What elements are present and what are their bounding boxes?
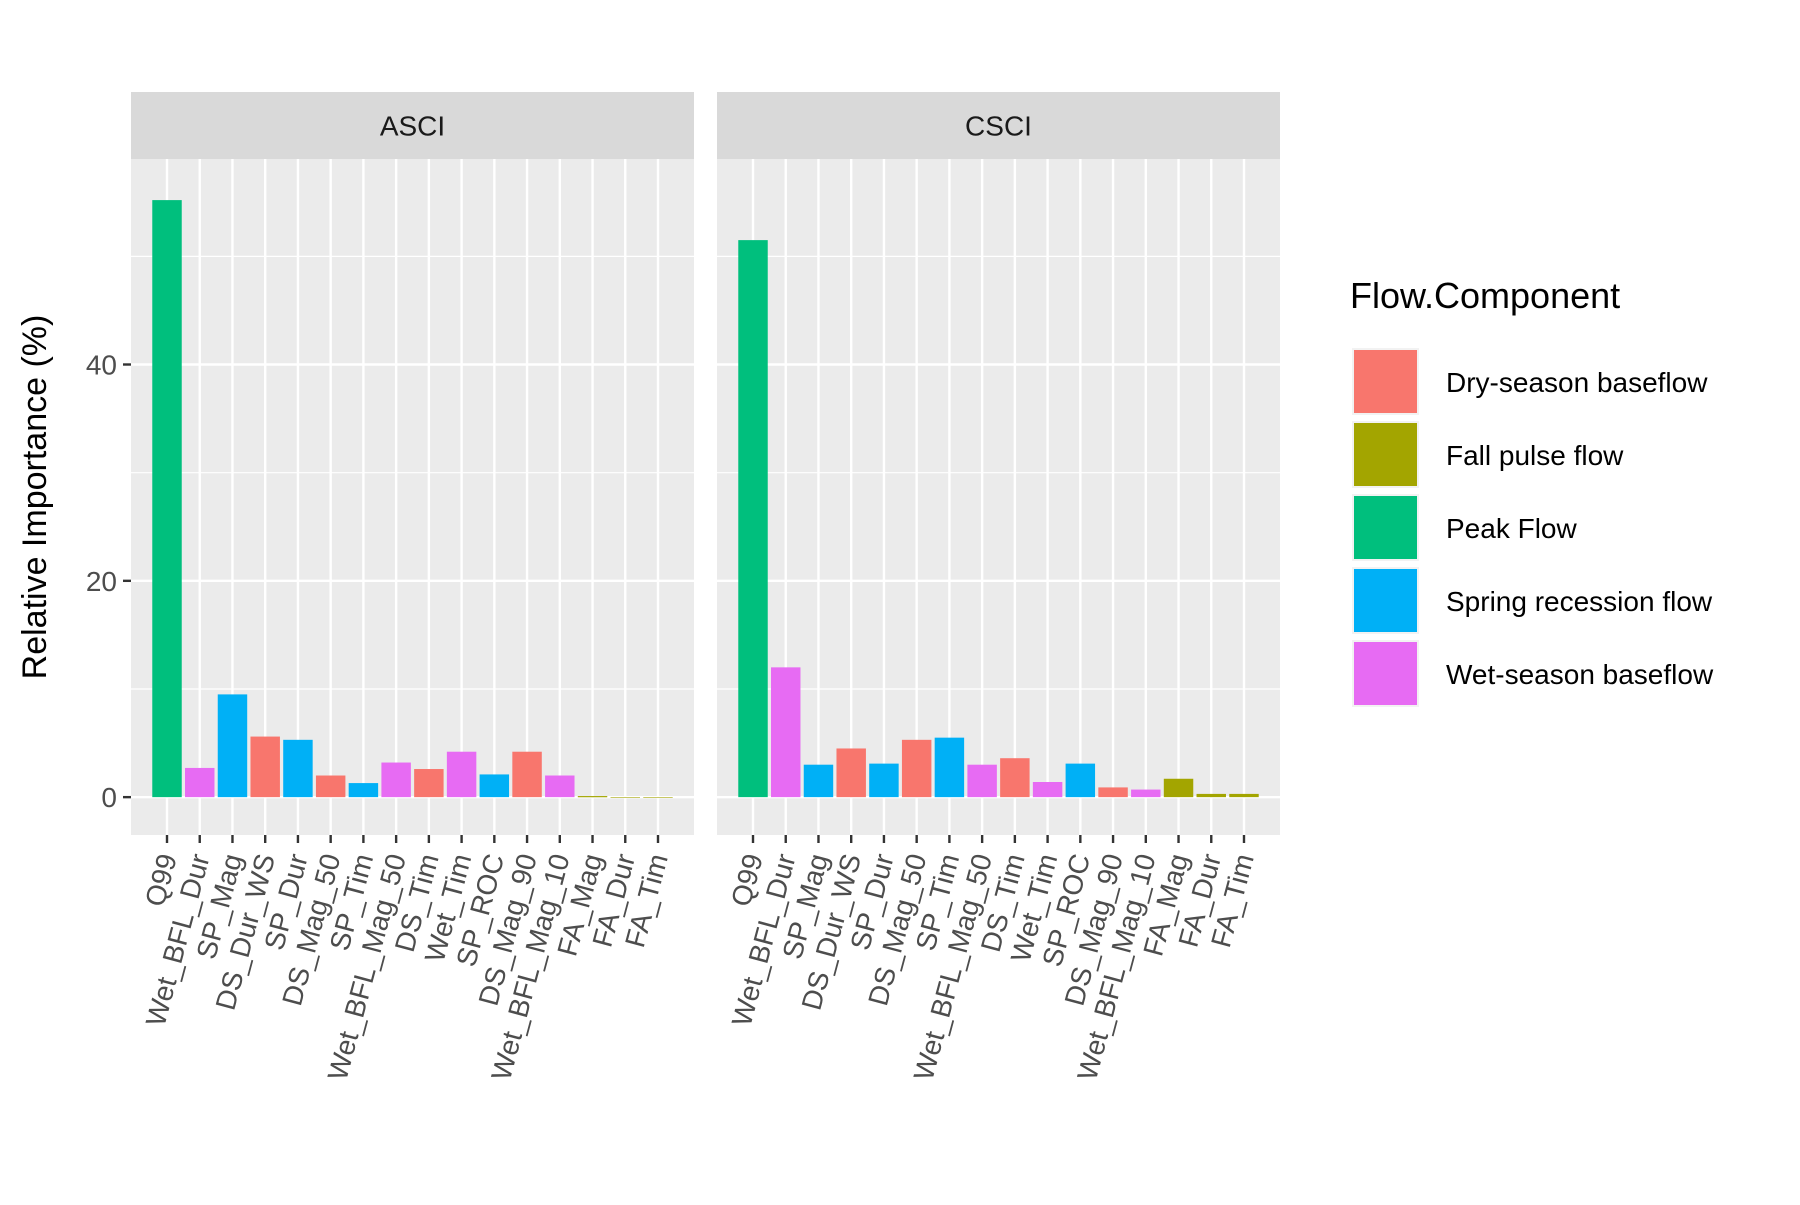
bar-asci-sp-roc <box>479 774 510 798</box>
legend-swatch-fall-pulse-flow <box>1354 423 1417 486</box>
bar-asci-sp-tim <box>348 783 379 798</box>
bar-csci-ds-dur-ws <box>836 748 866 798</box>
bar-csci-wet-tim <box>1032 782 1063 798</box>
bar-csci-sp-dur <box>869 763 899 798</box>
panel-background-csci <box>717 159 1280 835</box>
bar-asci-ds-mag-90 <box>512 751 542 798</box>
bar-asci-fa-tim <box>643 797 673 798</box>
bar-csci-ds-mag-90 <box>1098 787 1128 798</box>
bar-asci-wet-tim <box>446 751 477 798</box>
bar-csci-fa-tim <box>1229 793 1259 798</box>
legend-label: Peak Flow <box>1446 513 1577 544</box>
facet-title-asci: ASCI <box>380 111 445 142</box>
legend-label: Dry-season baseflow <box>1446 367 1708 398</box>
y-tick-label: 0 <box>101 782 117 813</box>
bar-asci-wet-bfl-dur <box>185 767 215 798</box>
bar-asci-wet-bfl-mag-10 <box>545 775 575 798</box>
bar-asci-sp-mag <box>217 694 248 798</box>
legend-swatch-peak-flow <box>1354 496 1417 559</box>
panel-background-asci <box>131 159 694 835</box>
legend-swatch-wet-season-baseflow <box>1354 642 1417 705</box>
legend-label: Spring recession flow <box>1446 586 1713 617</box>
bar-asci-ds-dur-ws <box>250 736 280 798</box>
y-tick-label: 20 <box>86 566 117 597</box>
bar-csci-ds-tim <box>1000 758 1030 798</box>
legend-swatch-dry-season-baseflow <box>1354 350 1417 413</box>
bar-csci-sp-roc <box>1065 763 1096 798</box>
facet-strip-csci <box>717 92 1280 159</box>
bar-asci-fa-dur <box>610 797 640 798</box>
bar-csci-q99 <box>738 240 768 798</box>
facet-title-csci: CSCI <box>965 111 1032 142</box>
bar-csci-ds-mag-50 <box>901 739 932 798</box>
y-tick-label: 40 <box>86 350 117 381</box>
legend-swatch-spring-recession-flow <box>1354 569 1417 632</box>
legend-title: Flow.Component <box>1350 275 1620 316</box>
bar-csci-fa-dur <box>1196 793 1226 798</box>
bar-asci-fa-mag <box>577 796 608 798</box>
bar-csci-fa-mag <box>1163 778 1194 798</box>
bar-csci-wet-bfl-mag-10 <box>1131 789 1161 798</box>
bar-asci-q99 <box>152 200 182 798</box>
bar-csci-sp-tim <box>934 737 965 798</box>
bar-asci-sp-dur <box>283 739 313 798</box>
bar-asci-ds-tim <box>414 769 444 798</box>
bar-asci-ds-mag-50 <box>315 775 346 798</box>
legend-label: Wet-season baseflow <box>1446 659 1714 690</box>
bar-csci-sp-mag <box>803 764 834 798</box>
facet-strip-asci <box>131 92 694 159</box>
bar-csci-wet-bfl-mag-50 <box>967 764 997 798</box>
bar-csci-wet-bfl-dur <box>771 667 801 798</box>
y-axis-title: Relative Importance (%) <box>16 315 54 680</box>
legend-label: Fall pulse flow <box>1446 440 1624 471</box>
bar-asci-wet-bfl-mag-50 <box>381 762 411 798</box>
